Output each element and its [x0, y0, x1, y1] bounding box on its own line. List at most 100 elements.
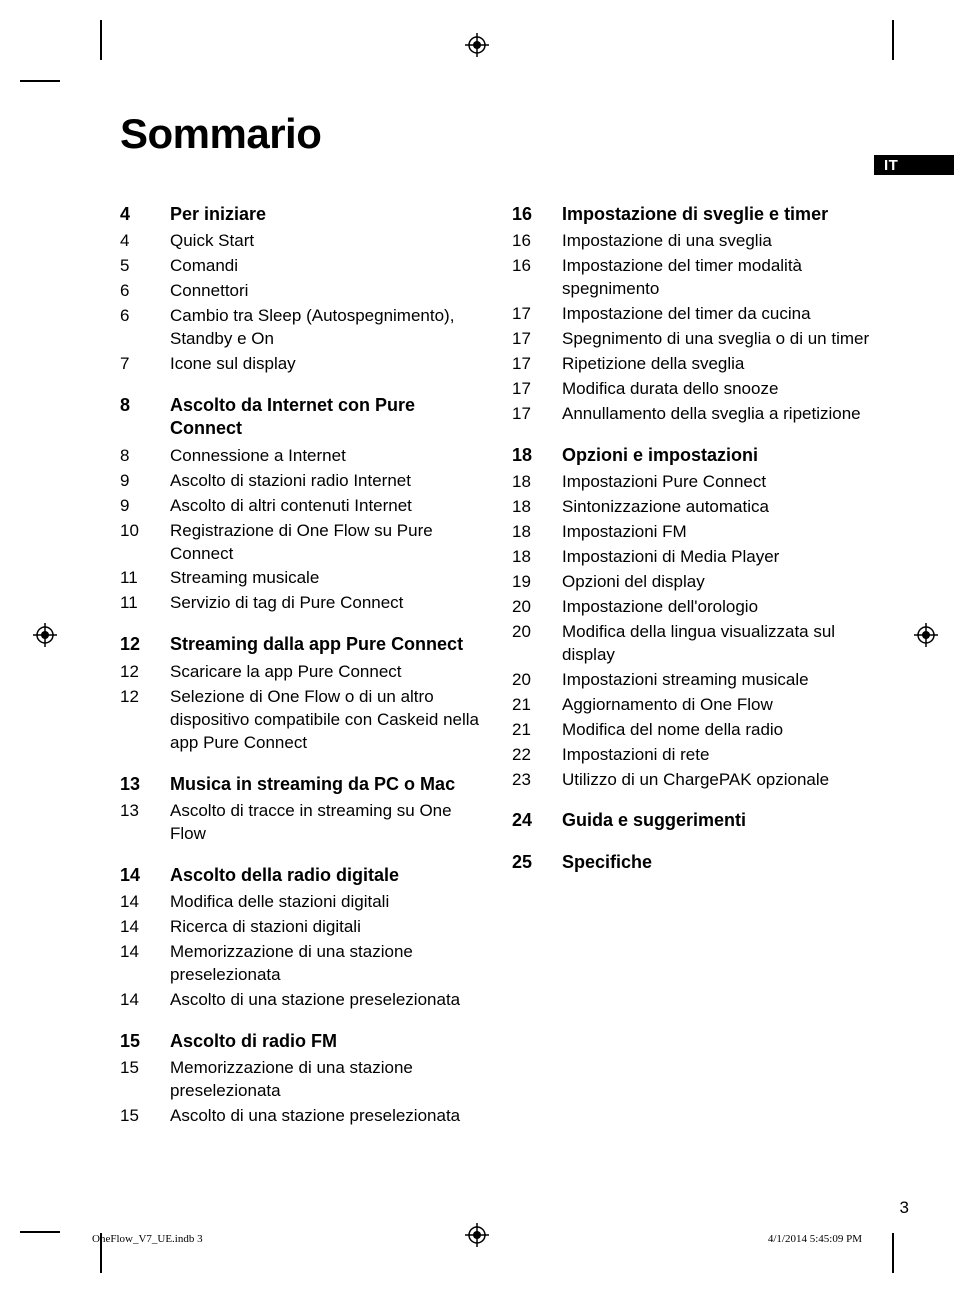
toc-entry-title: Ripetizione della sveglia [562, 353, 874, 376]
toc-columns: 4Per iniziare4Quick Start5Comandi6Connet… [120, 203, 874, 1146]
toc-entry-page: 18 [512, 546, 562, 569]
toc-section-title: Opzioni e impostazioni [562, 444, 874, 467]
toc-section: 12Streaming dalla app Pure Connect12Scar… [120, 633, 482, 754]
toc-entry-page: 14 [120, 989, 170, 1012]
toc-entry-title: Ascolto di stazioni radio Internet [170, 470, 482, 493]
toc-entry-page: 18 [512, 496, 562, 519]
toc-entry-page: 16 [512, 230, 562, 253]
toc-entry-title: Connettori [170, 280, 482, 303]
toc-entry-page: 12 [120, 661, 170, 684]
toc-entry-page: 21 [512, 719, 562, 742]
page-number: 3 [900, 1198, 909, 1218]
registration-mark-icon [33, 623, 57, 647]
toc-entry-title: Impostazione dell'orologio [562, 596, 874, 619]
toc-section-page: 8 [120, 394, 170, 417]
toc-entry-title: Memorizzazione di una stazione preselezi… [170, 1057, 482, 1103]
toc-entry: 14Ascolto di una stazione preselezionata [120, 989, 482, 1012]
toc-section-title: Specifiche [562, 851, 874, 874]
toc-entry: 6Cambio tra Sleep (Autospegnimento), Sta… [120, 305, 482, 351]
toc-entry-page: 20 [512, 621, 562, 644]
toc-entry-page: 6 [120, 305, 170, 328]
toc-entry-title: Impostazioni streaming musicale [562, 669, 874, 692]
toc-entry-page: 15 [120, 1105, 170, 1128]
toc-section: 25Specifiche [512, 851, 874, 874]
toc-entry-page: 14 [120, 891, 170, 914]
page-content: Sommario 4Per iniziare4Quick Start5Coman… [85, 80, 909, 1233]
crop-mark [892, 1233, 894, 1273]
toc-entry: 11Streaming musicale [120, 567, 482, 590]
toc-entry-title: Impostazioni FM [562, 521, 874, 544]
toc-entry-title: Ascolto di una stazione preselezionata [170, 989, 482, 1012]
toc-entry: 14Modifica delle stazioni digitali [120, 891, 482, 914]
toc-section-heading: 13Musica in streaming da PC o Mac [120, 773, 482, 796]
crop-mark [100, 20, 102, 60]
toc-entry-title: Aggiornamento di One Flow [562, 694, 874, 717]
toc-entry: 17Impostazione del timer da cucina [512, 303, 874, 326]
toc-entry-title: Selezione di One Flow o di un altro disp… [170, 686, 482, 755]
toc-section-page: 25 [512, 851, 562, 874]
toc-entry: 14Ricerca di stazioni digitali [120, 916, 482, 939]
toc-entry-page: 20 [512, 669, 562, 692]
toc-entry-page: 5 [120, 255, 170, 278]
toc-entry-page: 14 [120, 941, 170, 964]
toc-entry: 20Modifica della lingua visualizzata sul… [512, 621, 874, 667]
toc-entry-title: Modifica durata dello snooze [562, 378, 874, 401]
toc-section-heading: 4Per iniziare [120, 203, 482, 226]
toc-entry-title: Memorizzazione di una stazione preselezi… [170, 941, 482, 987]
toc-entry: 17Ripetizione della sveglia [512, 353, 874, 376]
toc-entry-title: Connessione a Internet [170, 445, 482, 468]
crop-mark [892, 20, 894, 60]
toc-entry-page: 18 [512, 471, 562, 494]
toc-entry-page: 17 [512, 303, 562, 326]
toc-entry: 9Ascolto di stazioni radio Internet [120, 470, 482, 493]
toc-entry: 6Connettori [120, 280, 482, 303]
toc-section-title: Streaming dalla app Pure Connect [170, 633, 482, 656]
toc-entry-title: Utilizzo di un ChargePAK opzionale [562, 769, 874, 792]
toc-entry-page: 17 [512, 353, 562, 376]
toc-entry: 21Modifica del nome della radio [512, 719, 874, 742]
toc-section-heading: 15Ascolto di radio FM [120, 1030, 482, 1053]
toc-entry-title: Ricerca di stazioni digitali [170, 916, 482, 939]
toc-entry-page: 8 [120, 445, 170, 468]
toc-entry-title: Modifica del nome della radio [562, 719, 874, 742]
toc-entry: 12Selezione di One Flow o di un altro di… [120, 686, 482, 755]
toc-entry: 14Memorizzazione di una stazione presele… [120, 941, 482, 987]
toc-entry-title: Ascolto di una stazione preselezionata [170, 1105, 482, 1128]
toc-entry-title: Ascolto di altri contenuti Internet [170, 495, 482, 518]
crop-mark [20, 1231, 60, 1233]
toc-section: 15Ascolto di radio FM15Memorizzazione di… [120, 1030, 482, 1128]
toc-section-heading: 25Specifiche [512, 851, 874, 874]
toc-entry: 21Aggiornamento di One Flow [512, 694, 874, 717]
toc-section: 13Musica in streaming da PC o Mac13Ascol… [120, 773, 482, 846]
toc-entry: 18Impostazioni di Media Player [512, 546, 874, 569]
toc-section: 14Ascolto della radio digitale14Modifica… [120, 864, 482, 1012]
toc-entry-page: 12 [120, 686, 170, 709]
toc-section-page: 15 [120, 1030, 170, 1053]
footer-file: OneFlow_V7_UE.indb 3 [92, 1233, 203, 1245]
toc-entry-title: Spegnimento di una sveglia o di un timer [562, 328, 874, 351]
toc-entry-title: Quick Start [170, 230, 482, 253]
toc-entry-page: 17 [512, 328, 562, 351]
toc-section-page: 14 [120, 864, 170, 887]
toc-entry: 8Connessione a Internet [120, 445, 482, 468]
toc-entry-title: Impostazione del timer modalità spegnime… [562, 255, 874, 301]
toc-section-page: 12 [120, 633, 170, 656]
toc-section-title: Ascolto della radio digitale [170, 864, 482, 887]
toc-entry-title: Modifica della lingua visualizzata sul d… [562, 621, 874, 667]
toc-entry-title: Scaricare la app Pure Connect [170, 661, 482, 684]
toc-entry-title: Streaming musicale [170, 567, 482, 590]
toc-entry: 10Registrazione di One Flow su Pure Conn… [120, 520, 482, 566]
toc-section-title: Guida e suggerimenti [562, 809, 874, 832]
toc-entry-title: Comandi [170, 255, 482, 278]
toc-entry-page: 10 [120, 520, 170, 543]
toc-entry: 23Utilizzo di un ChargePAK opzionale [512, 769, 874, 792]
toc-section-heading: 16Impostazione di sveglie e timer [512, 203, 874, 226]
toc-entry: 11Servizio di tag di Pure Connect [120, 592, 482, 615]
toc-entry-page: 16 [512, 255, 562, 278]
toc-entry-title: Icone sul display [170, 353, 482, 376]
toc-entry: 22Impostazioni di rete [512, 744, 874, 767]
toc-entry-title: Servizio di tag di Pure Connect [170, 592, 482, 615]
toc-entry-title: Impostazioni di Media Player [562, 546, 874, 569]
toc-section-title: Ascolto da Internet con Pure Connect [170, 394, 482, 441]
toc-entry-page: 17 [512, 403, 562, 426]
